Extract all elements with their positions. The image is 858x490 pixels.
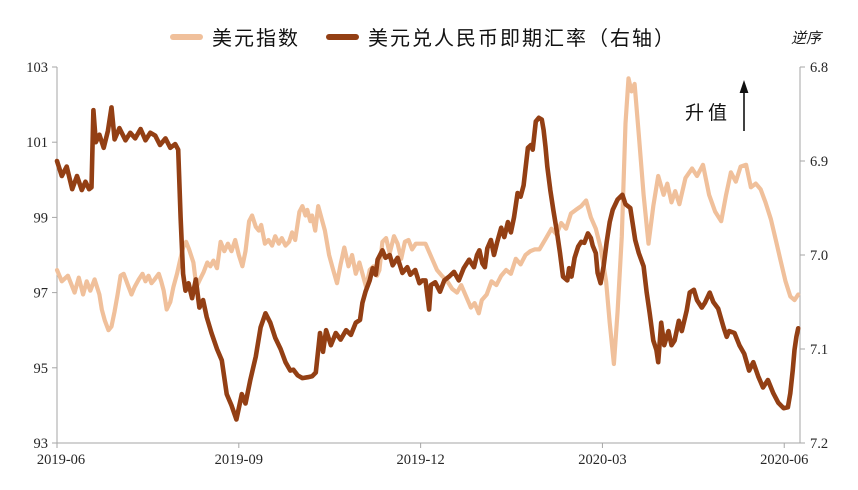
- y-axis-right-tick-label: 7.2: [810, 436, 828, 452]
- y-axis-left-tick-label: 101: [26, 135, 48, 151]
- x-axis-tick-label: 2019-06: [37, 452, 85, 468]
- legend-swatch-usdcny-rate: [326, 33, 359, 40]
- appreciation-label: 升值: [685, 103, 732, 124]
- legend-item-usd-index[interactable]: 美元指数: [170, 22, 300, 51]
- y-axis-right-tick-label: 7.0: [810, 248, 828, 264]
- y-axis-left-tick-label: 95: [34, 361, 49, 377]
- x-axis-tick-label: 2019-12: [396, 452, 444, 468]
- legend-swatch-usd-index: [170, 33, 203, 40]
- up-arrow-head-icon: [739, 80, 749, 93]
- legend-label-usd-index: 美元指数: [212, 28, 300, 50]
- y-axis-left-tick-label: 97: [34, 286, 49, 302]
- series-line-usdcny-rate: [54, 105, 801, 422]
- x-axis-tick-label: 2019-09: [215, 452, 263, 468]
- legend-item-usdcny-rate[interactable]: 美元兑人民币即期汇率（右轴）: [326, 22, 676, 51]
- legend: 美元指数 美元兑人民币即期汇率（右轴）: [170, 22, 676, 51]
- y-axis-right-tick-label: 7.1: [810, 342, 828, 358]
- legend-label-usdcny-rate: 美元兑人民币即期汇率（右轴）: [368, 28, 676, 50]
- x-axis-tick-label: 2020-06: [760, 452, 808, 468]
- appreciation-annotation: 升值: [685, 98, 731, 125]
- x-axis-tick-label: 2020-03: [578, 452, 626, 468]
- y-axis-right-tick-label: 6.8: [810, 60, 828, 76]
- y-axis-left-tick-label: 99: [34, 210, 49, 226]
- y-axis-left-tick-label: 103: [26, 60, 48, 76]
- right-axis-reverse-note: 逆序: [791, 31, 822, 47]
- y-axis-right-tick-label: 6.9: [810, 154, 828, 170]
- y-axis-left-tick-label: 93: [34, 436, 49, 452]
